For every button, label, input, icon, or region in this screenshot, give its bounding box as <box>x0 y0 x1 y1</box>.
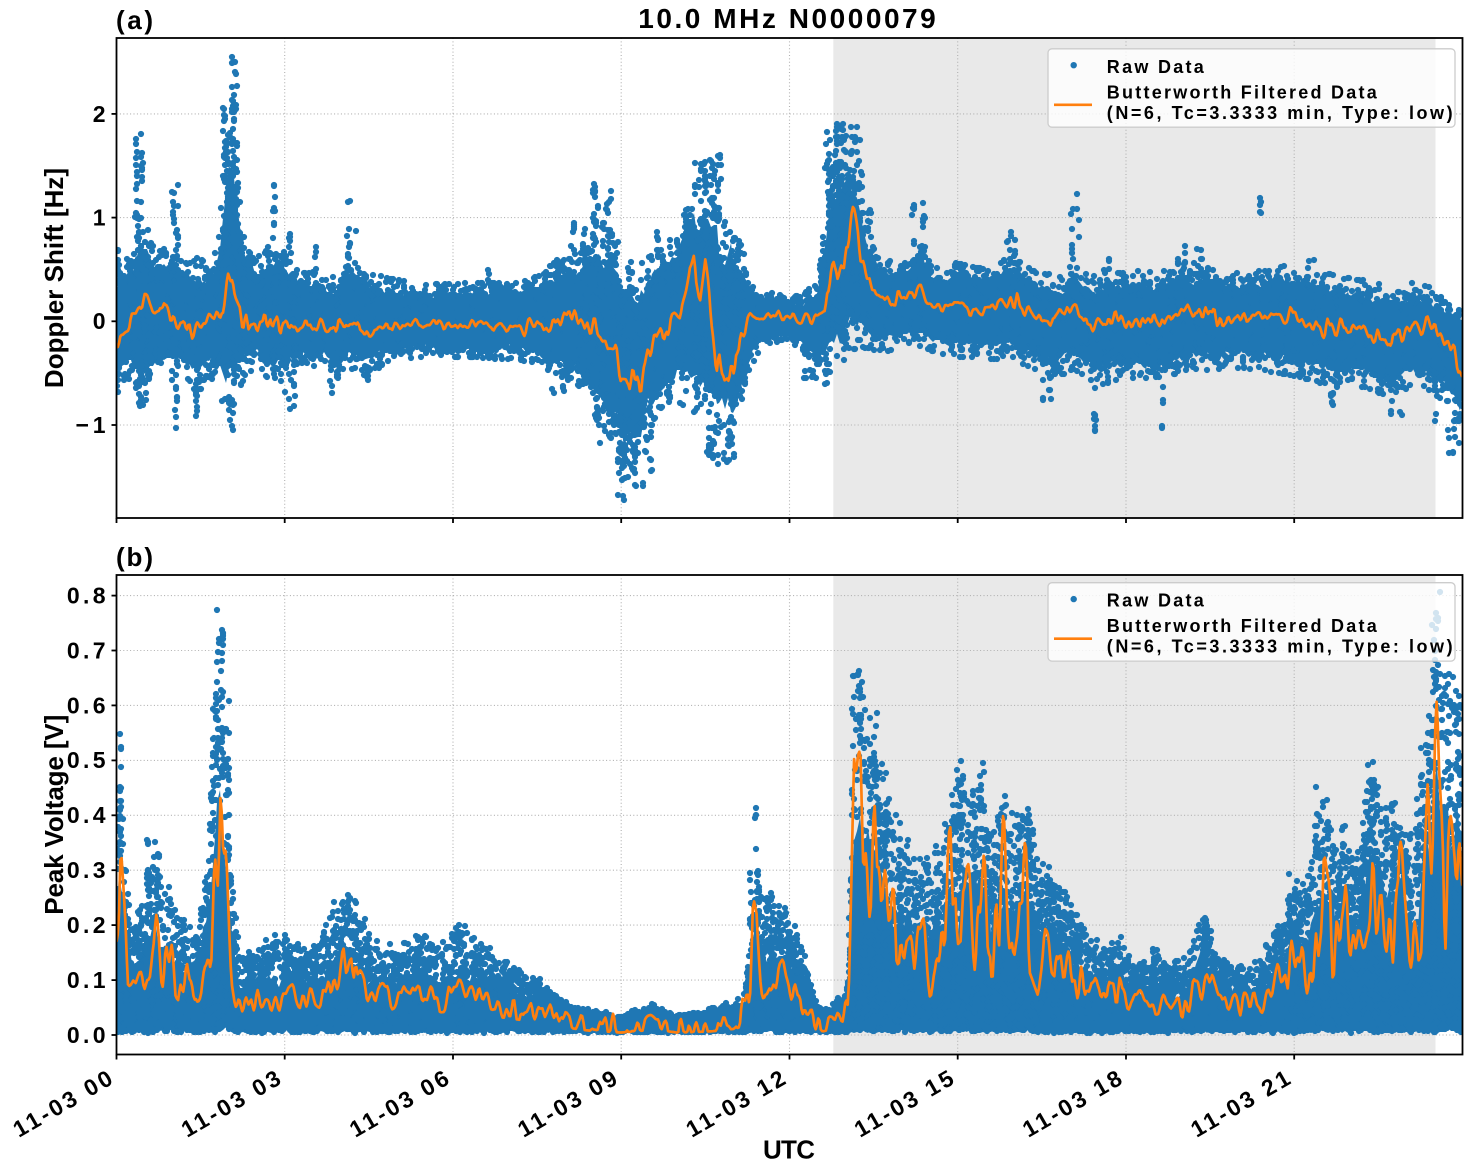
svg-text:(a): (a) <box>116 5 153 35</box>
svg-text:0.0: 0.0 <box>67 1022 106 1048</box>
svg-text:0.4: 0.4 <box>67 802 106 828</box>
svg-text:UTC: UTC <box>763 1135 815 1165</box>
svg-text:0.8: 0.8 <box>67 583 106 609</box>
svg-text:Doppler Shift [Hz]: Doppler Shift [Hz] <box>39 168 69 388</box>
svg-text:(b): (b) <box>116 542 153 572</box>
svg-text:Butterworth Filtered Data: Butterworth Filtered Data <box>1107 616 1378 636</box>
svg-text:0: 0 <box>93 308 106 334</box>
svg-text:0.6: 0.6 <box>67 692 106 718</box>
svg-text:0.7: 0.7 <box>67 637 106 663</box>
svg-text:Peak Voltage [V]: Peak Voltage [V] <box>39 715 69 915</box>
svg-text:(N=6, Tc=3.3333 min, Type: low: (N=6, Tc=3.3333 min, Type: low) <box>1107 103 1453 123</box>
svg-text:0.1: 0.1 <box>67 967 106 993</box>
svg-text:Butterworth Filtered Data: Butterworth Filtered Data <box>1107 82 1378 102</box>
svg-text:(N=6, Tc=3.3333 min, Type: low: (N=6, Tc=3.3333 min, Type: low) <box>1107 637 1453 657</box>
svg-text:0.2: 0.2 <box>67 912 106 938</box>
svg-text:2: 2 <box>93 101 106 127</box>
svg-text:0.3: 0.3 <box>67 857 106 883</box>
svg-text:1: 1 <box>93 205 106 231</box>
svg-text:0.5: 0.5 <box>67 747 106 773</box>
